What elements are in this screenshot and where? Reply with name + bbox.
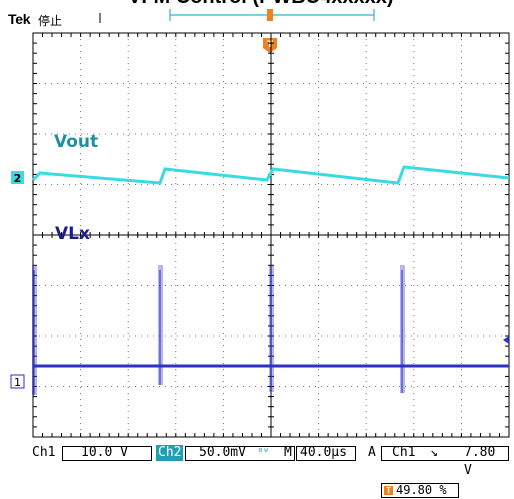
ch2-name[interactable]: Ch2 [156,445,184,461]
ch1-ground-marker[interactable]: 1 [10,374,25,389]
ch2-scale: 50.0mV [199,445,246,460]
brand-logo: Tek [8,11,31,27]
waveform-traces [31,165,510,395]
m-label: M [284,445,292,460]
trigger-mode[interactable]: A [368,445,376,460]
graticule [32,32,510,438]
ch1-scale-box[interactable]: 10.0 V [62,445,152,461]
vout-label: Vout [54,132,99,152]
ch1-name[interactable]: Ch1 [32,445,56,460]
trigger-level: 7.80 V [464,445,496,478]
ch2-ground-marker[interactable]: 2 [11,171,24,185]
svg-text:T: T [267,40,274,50]
svg-text:2: 2 [14,172,22,185]
record-length-bar[interactable] [169,9,375,21]
trigger-slope-icon: ↘ [430,445,438,460]
trigger-source: Ch1 [392,445,416,460]
trigger-position-readout[interactable]: T 49.80 % [381,483,459,498]
timebase-box[interactable]: 40.0μs [296,445,356,461]
run-state-label: 停止 [38,14,63,28]
trigger-position-marker[interactable]: T [263,38,277,53]
vlx-label: VLx [55,224,90,244]
trigger-level-marker[interactable] [503,336,509,344]
ch2-scale-box[interactable]: 50.0mV ᴮᵂ [185,445,295,461]
svg-text:1: 1 [14,376,21,389]
page-title: VFM Control (PWBU4xxxxx) [128,0,394,9]
ch2-vout-trace [31,165,510,185]
trigger-position-icon: T [384,486,393,495]
trigger-position-value: 49.80 % [396,483,447,497]
timebase: 40.0μs [300,445,347,460]
ch1-scale: 10.0 V [81,445,128,460]
bandwidth-limit-icon: ᴮᵂ [258,448,269,458]
trigger-box[interactable]: Ch1 ↘ 7.80 V [381,445,509,478]
